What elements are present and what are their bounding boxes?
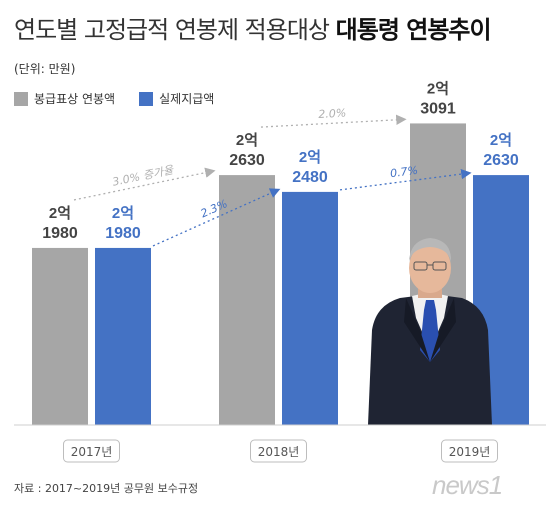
legend: 봉급표상 연봉액 실제지급액 bbox=[14, 90, 238, 107]
category-label-1: 2018년 bbox=[258, 445, 300, 459]
legend-item-series2: 실제지급액 bbox=[139, 90, 214, 107]
data-label-s2-0-line1: 2억 bbox=[112, 204, 134, 222]
growth-arrow-0 bbox=[73, 167, 216, 201]
category-label-0: 2017년 bbox=[71, 445, 113, 459]
growth-arrow-1 bbox=[260, 114, 407, 128]
data-label-s1-1-line2: 2630 bbox=[229, 152, 265, 169]
data-label-s2-2-line2: 2630 bbox=[483, 152, 519, 169]
legend-swatch-series1 bbox=[14, 91, 28, 106]
data-label-s1-0-line1: 2억 bbox=[49, 204, 71, 222]
data-label-s1-0-line2: 1980 bbox=[42, 225, 78, 242]
person-illustration bbox=[368, 238, 492, 425]
growth-label-0: 3.0% 증가율 bbox=[111, 163, 175, 188]
news1-logo: news1 bbox=[432, 470, 503, 500]
data-label-s2-2-line1: 2억 bbox=[490, 131, 512, 149]
growth-arrow-3 bbox=[339, 168, 472, 191]
unit-label: (단위: 만원) bbox=[14, 62, 76, 76]
category-pill-1 bbox=[250, 439, 307, 463]
legend-label-series1: 봉급표상 연봉액 bbox=[34, 92, 116, 106]
chart-title: 연도별 고정급적 연봉제 적용대상 대통령 연봉추이 bbox=[14, 10, 492, 45]
bar-s1-0 bbox=[32, 247, 88, 425]
data-label-s1-2-line2: 3091 bbox=[420, 100, 456, 117]
data-label-s1-1-line1: 2억 bbox=[236, 131, 258, 149]
bar-s1-1 bbox=[219, 175, 275, 425]
title-main: 연도별 고정급적 연봉제 적용대상 bbox=[14, 16, 330, 44]
data-label-s1-2-line1: 2억 bbox=[427, 79, 449, 97]
legend-swatch-series2 bbox=[139, 91, 154, 106]
bar-s2-1 bbox=[282, 191, 338, 425]
category-pill-2 bbox=[441, 439, 498, 463]
category-label-2: 2019년 bbox=[449, 445, 491, 459]
legend-item-series1: 봉급표상 연봉액 bbox=[14, 90, 115, 107]
category-pill-0 bbox=[63, 439, 120, 463]
growth-label-1: 2.0% bbox=[318, 107, 347, 121]
title-emphasis: 대통령 연봉추이 bbox=[335, 16, 492, 44]
source-note: 자료 : 2017~2019년 공무원 보수규정 bbox=[14, 482, 199, 495]
legend-label-series2: 실제지급액 bbox=[159, 92, 215, 106]
bar-s2-0 bbox=[95, 247, 151, 425]
data-label-s2-1-line1: 2억 bbox=[299, 148, 321, 166]
data-label-s2-1-line2: 2480 bbox=[292, 169, 328, 186]
growth-label-3: 0.7% bbox=[389, 164, 418, 180]
data-label-s2-0-line2: 1980 bbox=[105, 225, 141, 242]
